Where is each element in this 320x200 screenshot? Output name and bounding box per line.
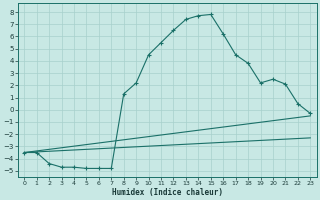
X-axis label: Humidex (Indice chaleur): Humidex (Indice chaleur) [112,188,223,197]
